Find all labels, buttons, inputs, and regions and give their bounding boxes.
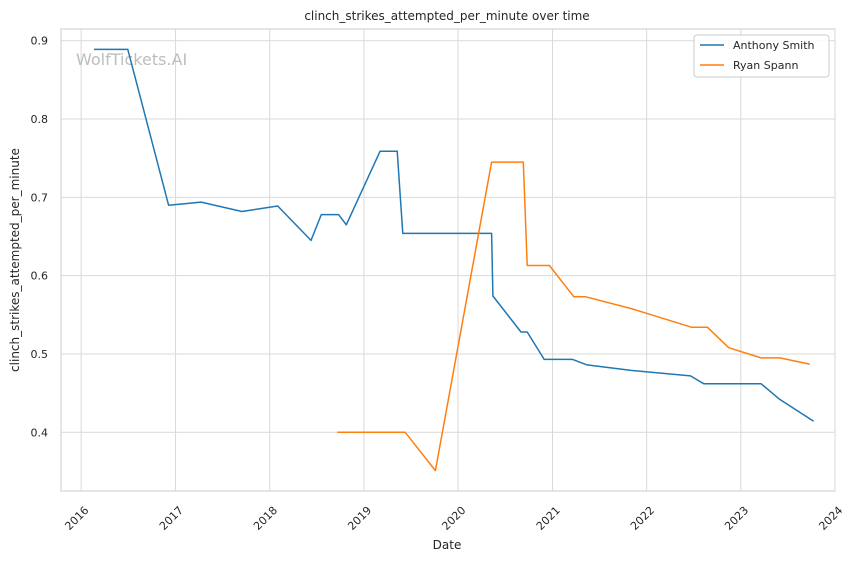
series-line-anthony-smith [94, 48, 815, 422]
series-lines [94, 48, 815, 472]
legend: Anthony Smith Ryan Spann [693, 34, 830, 78]
y-tick-label: 0.7 [31, 191, 49, 204]
y-tick-label: 0.5 [31, 348, 49, 361]
y-gridlines [61, 40, 835, 433]
series-line-ryan-spann [337, 161, 810, 472]
x-gridlines [80, 29, 836, 491]
legend-label: Anthony Smith [733, 39, 815, 52]
y-tick-label: 0.4 [31, 426, 49, 439]
y-tick-label: 0.8 [31, 113, 49, 126]
x-axis-label: Date [433, 538, 462, 552]
plot-area [60, 28, 836, 492]
y-tick-labels: 0.4 0.5 0.6 0.7 0.8 0.9 [31, 35, 49, 440]
legend-label: Ryan Spann [733, 59, 798, 72]
watermark: WolfTickets.AI [76, 50, 187, 69]
legend-box [693, 34, 830, 78]
y-tick-label: 0.9 [31, 35, 49, 48]
y-tick-label: 0.6 [31, 270, 49, 283]
y-axis-label: clinch_strikes_attempted_per_minute [8, 148, 22, 372]
chart-title: clinch_strikes_attempted_per_minute over… [304, 9, 589, 23]
